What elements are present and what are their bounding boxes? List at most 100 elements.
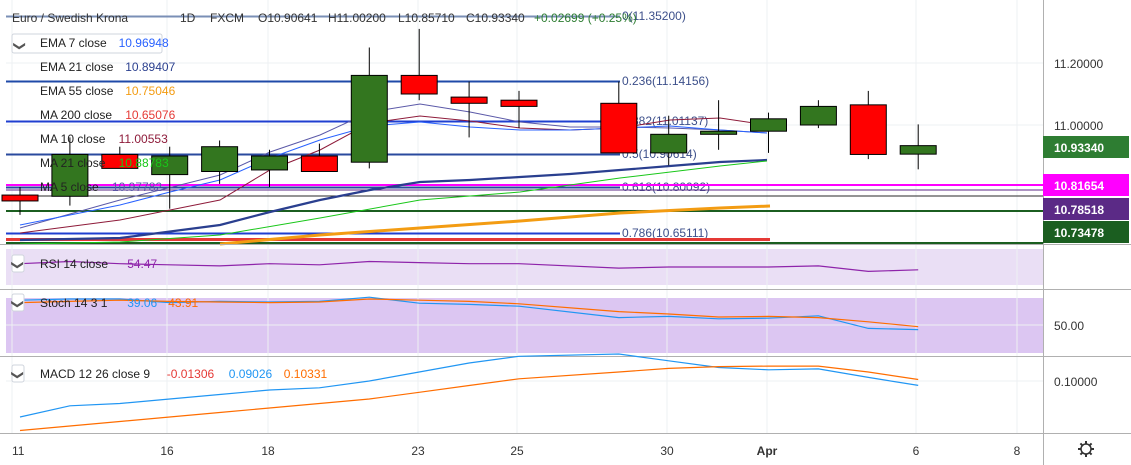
pane-value: 43.91 bbox=[168, 296, 198, 310]
candle-body bbox=[750, 118, 787, 132]
pane-legends[interactable]: ❯ RSI 14 close 54.47 ❯ Stoch 14 3 1 39.06 43.9… bbox=[11, 254, 328, 383]
indicator-value: 10.97782 bbox=[112, 180, 162, 194]
price-badge-text: 10.78518 bbox=[1054, 203, 1104, 217]
time-axis-label: 30 bbox=[660, 444, 674, 458]
indicator-legend-item[interactable]: MA 200 close 10.65076 bbox=[40, 108, 176, 122]
horizontal-lines[interactable] bbox=[6, 184, 1043, 244]
indicator-value: 10.88783 bbox=[119, 156, 169, 170]
indicator-name: EMA 7 close bbox=[40, 36, 107, 50]
candle bbox=[849, 90, 887, 160]
price-axis-label: 11.20000 bbox=[1054, 57, 1103, 71]
indicator-legend-item[interactable]: EMA 55 close 10.75046 bbox=[40, 84, 176, 98]
price-badge[interactable]: 10.93340 bbox=[1043, 136, 1129, 158]
indicator-value: 10.65076 bbox=[125, 108, 175, 122]
price-badge-bg bbox=[1043, 136, 1129, 158]
chevron-down-icon: ❯ bbox=[13, 41, 27, 51]
grid bbox=[6, 0, 1043, 433]
chevron-down-icon: ❯ bbox=[11, 370, 25, 380]
candles bbox=[1, 28, 937, 215]
candle bbox=[750, 112, 787, 153]
gear-icon[interactable] bbox=[1078, 441, 1094, 457]
indicator-legend-item[interactable]: ❯ EMA 7 close 10.96948 bbox=[11, 33, 169, 54]
candle-body bbox=[450, 96, 488, 104]
candle-body bbox=[650, 133, 688, 154]
ohlc-high: H11.00200 bbox=[328, 11, 386, 25]
legend-toggle-box bbox=[11, 254, 25, 273]
candle bbox=[700, 100, 738, 150]
candle-body bbox=[1, 194, 39, 202]
candle bbox=[51, 137, 89, 206]
ma-10-line bbox=[19, 115, 768, 234]
ohlc-close: C10.93340 bbox=[466, 11, 525, 25]
candle bbox=[400, 28, 438, 101]
indicator-legend-item[interactable]: MA 21 close 10.88783 bbox=[40, 156, 169, 170]
legend-toggle-box bbox=[11, 364, 25, 383]
fib-label: 0.618(10.80092) bbox=[622, 180, 710, 194]
candle bbox=[450, 81, 488, 138]
price-badge-text: 10.81654 bbox=[1054, 179, 1104, 193]
candle-body bbox=[400, 74, 438, 95]
time-axis[interactable]: 11 16 18 23 25 30 Apr 6 8 bbox=[12, 444, 1021, 458]
price-badge[interactable]: 10.81654 bbox=[1043, 174, 1129, 196]
candle-body bbox=[500, 99, 538, 107]
indicator-name: MA 10 close bbox=[40, 132, 106, 146]
stoch-k-line bbox=[19, 296, 919, 331]
price-badge-text: 10.93340 bbox=[1054, 141, 1104, 155]
pane-value: 39.06 bbox=[127, 296, 157, 310]
indicator-legend-item[interactable]: MA 5 close 10.97782 bbox=[40, 180, 162, 194]
time-axis-label: 6 bbox=[913, 444, 920, 458]
indicator-name: MA 21 close bbox=[40, 156, 106, 170]
price-badge-bg bbox=[1043, 174, 1129, 196]
indicator-value: 10.96948 bbox=[119, 36, 169, 50]
indicator-legend-item[interactable]: MA 10 close 11.00553 bbox=[40, 132, 168, 146]
stoch-d-line bbox=[19, 298, 919, 328]
symbol-title: Euro / Swedish Krona bbox=[12, 11, 128, 25]
candle-body bbox=[799, 105, 837, 126]
pane-legend[interactable]: ❯ MACD 12 26 close 9 -0.01306 0.09026 0.1033… bbox=[11, 364, 328, 383]
time-axis-label: 16 bbox=[160, 444, 174, 458]
candle-body bbox=[899, 145, 937, 155]
time-axis-label: 25 bbox=[510, 444, 524, 458]
candle bbox=[799, 100, 837, 129]
pane-title: RSI 14 close bbox=[40, 257, 108, 271]
rsi-band bbox=[6, 249, 1043, 285]
candle-body bbox=[251, 155, 288, 171]
candle-body bbox=[101, 153, 139, 169]
candle-body bbox=[51, 153, 89, 197]
price-badge-bg bbox=[1043, 198, 1129, 220]
macd-signal-line bbox=[19, 365, 919, 432]
indicator-legend[interactable]: ❯ EMA 7 close 10.96948 EMA 21 close 10.89407… bbox=[11, 33, 176, 194]
header-legend: Euro / Swedish Krona 1D FXCM O10.90641 H… bbox=[12, 11, 637, 25]
candle bbox=[500, 90, 538, 129]
price-badge[interactable]: 10.73478 bbox=[1043, 221, 1129, 243]
macd-pane bbox=[19, 353, 919, 432]
ema-21-line bbox=[19, 158, 768, 242]
indicator-value: 10.75046 bbox=[125, 84, 175, 98]
candle bbox=[1, 187, 39, 215]
price-axis[interactable]: 11.20000 11.00000 10.93340 10.81654 10.78518… bbox=[1043, 57, 1129, 389]
price-badge[interactable]: 10.78518 bbox=[1043, 198, 1129, 220]
exchange-label: FXCM bbox=[210, 11, 244, 25]
pane-legend[interactable]: ❯ Stoch 14 3 1 39.06 43.91 bbox=[11, 293, 199, 312]
pane-legend[interactable]: ❯ RSI 14 close 54.47 bbox=[11, 254, 158, 273]
candle bbox=[899, 124, 937, 170]
candle-body bbox=[350, 74, 388, 163]
pane-value: 54.47 bbox=[127, 257, 157, 271]
fib-label: 0.236(11.14156) bbox=[622, 74, 709, 88]
time-axis-label: 23 bbox=[411, 444, 425, 458]
candle-body bbox=[151, 155, 189, 176]
indicator-name: EMA 55 close bbox=[40, 84, 114, 98]
interval-label: 1D bbox=[180, 11, 196, 25]
candle bbox=[650, 115, 688, 166]
rsi-pane bbox=[19, 260, 919, 273]
ema-55-line bbox=[219, 204, 771, 246]
price-axis-label: 11.00000 bbox=[1054, 119, 1103, 133]
time-axis-label: Apr bbox=[757, 444, 778, 458]
pane-title: Stoch 14 3 1 bbox=[40, 296, 108, 310]
fib-label: 0.786(10.65111) bbox=[622, 226, 708, 240]
macd-line bbox=[19, 353, 919, 418]
indicator-legend-item[interactable]: EMA 21 close 10.89407 bbox=[40, 60, 176, 74]
pane-title: MACD 12 26 close 9 bbox=[40, 367, 150, 381]
chevron-down-icon: ❯ bbox=[11, 260, 25, 270]
